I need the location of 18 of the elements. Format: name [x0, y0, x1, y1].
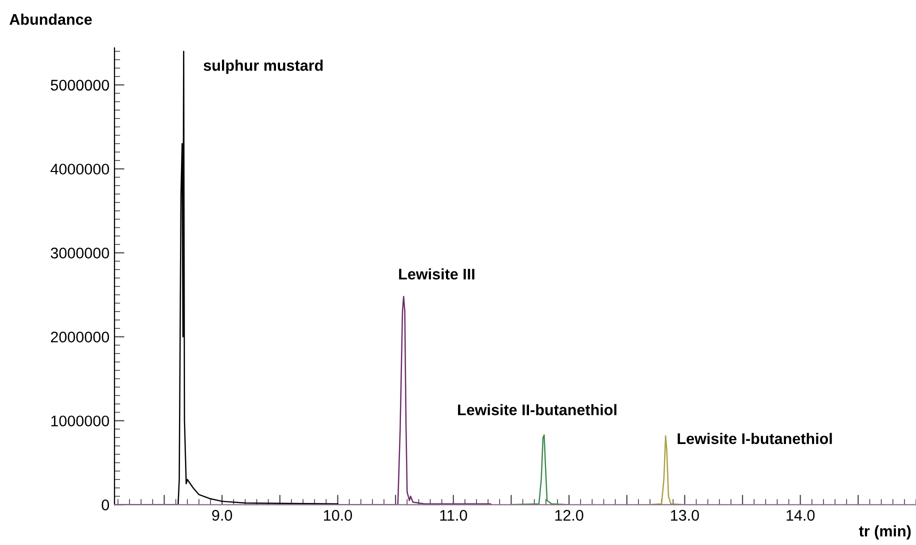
y-tick-label: 5000000: [50, 80, 110, 91]
x-tick-label: 14.0: [786, 510, 815, 521]
y-tick-label: 2000000: [50, 332, 110, 342]
x-tick-label: 13.0: [670, 510, 699, 521]
series-label: sulphur mustard: [204, 60, 323, 74]
y-tick-label: 4000000: [50, 164, 110, 175]
series-label: Lewisite I-butanethiol: [678, 432, 832, 444]
y-tick-label: 1000000: [51, 416, 110, 426]
y-tick-label: 0: [102, 500, 110, 510]
x-tick-label: 11.0: [440, 510, 468, 521]
x-tick-label: 9.0: [212, 510, 232, 521]
series-label: Lewisite III: [399, 268, 474, 280]
series-label: Lewisite II-butanethiol: [458, 404, 616, 416]
y-axis-title: Abundance: [10, 14, 92, 25]
x-tick-label: 12.0: [555, 510, 584, 521]
x-axis-title: tr (min): [858, 525, 911, 540]
y-tick-label: 3000000: [50, 248, 110, 258]
x-tick-label: 10.0: [324, 510, 352, 521]
